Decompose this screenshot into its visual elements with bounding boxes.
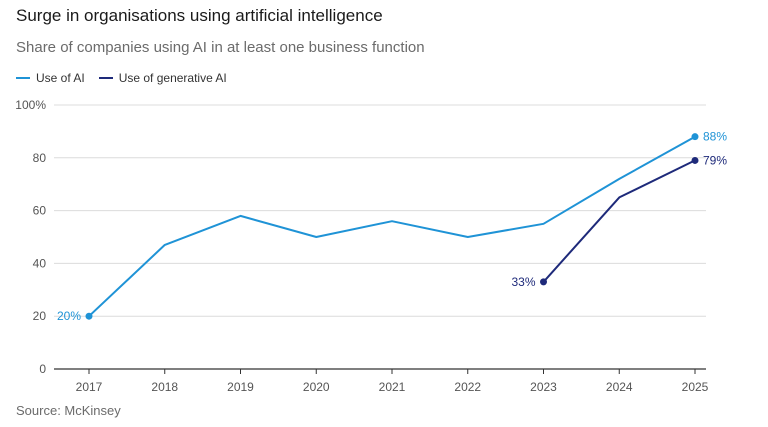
y-tick-label: 100% (15, 98, 46, 112)
y-tick-label: 20 (33, 309, 47, 323)
x-tick-label: 2017 (76, 380, 103, 394)
legend-item-use-of-generative-ai: Use of generative AI (98, 71, 227, 85)
y-tick-label: 0 (39, 362, 46, 376)
y-tick-label: 60 (33, 204, 47, 218)
legend-item-use-of-ai: Use of AI (16, 71, 85, 85)
data-point-marker (540, 278, 547, 286)
source-note: Source: McKinsey (16, 403, 121, 418)
x-tick-label: 2024 (606, 380, 633, 394)
chart-title: Surge in organisations using artificial … (16, 6, 383, 25)
x-tick-label: 2020 (303, 380, 330, 394)
x-tick-label: 2025 (682, 380, 709, 394)
data-point-marker (691, 156, 699, 164)
x-tick-label: 2019 (227, 380, 254, 394)
data-label: 88% (703, 130, 727, 144)
series-line-use-of-generative-ai (542, 159, 696, 283)
data-label: 20% (57, 309, 81, 323)
data-label: 33% (511, 275, 535, 289)
legend-label-use-of-generative-ai: Use of generative AI (118, 71, 227, 85)
data-label: 79% (703, 153, 727, 167)
legend-swatch-use-of-generative-ai (98, 77, 113, 79)
x-tick-label: 2023 (530, 380, 557, 394)
legend-swatch-use-of-ai (16, 77, 30, 79)
series-line-use-of-ai (88, 135, 696, 318)
x-tick-label: 2022 (454, 380, 481, 394)
chart-subtitle: Share of companies using AI in at least … (16, 39, 425, 56)
legend: Use of AI Use of generative AI (16, 71, 227, 85)
data-point-marker (691, 133, 699, 141)
y-tick-label: 40 (33, 256, 47, 270)
legend-label-use-of-ai: Use of AI (36, 71, 85, 85)
x-tick-label: 2018 (151, 380, 178, 394)
y-tick-label: 80 (33, 151, 47, 165)
x-tick-label: 2021 (379, 380, 406, 394)
data-point-marker (85, 312, 93, 320)
